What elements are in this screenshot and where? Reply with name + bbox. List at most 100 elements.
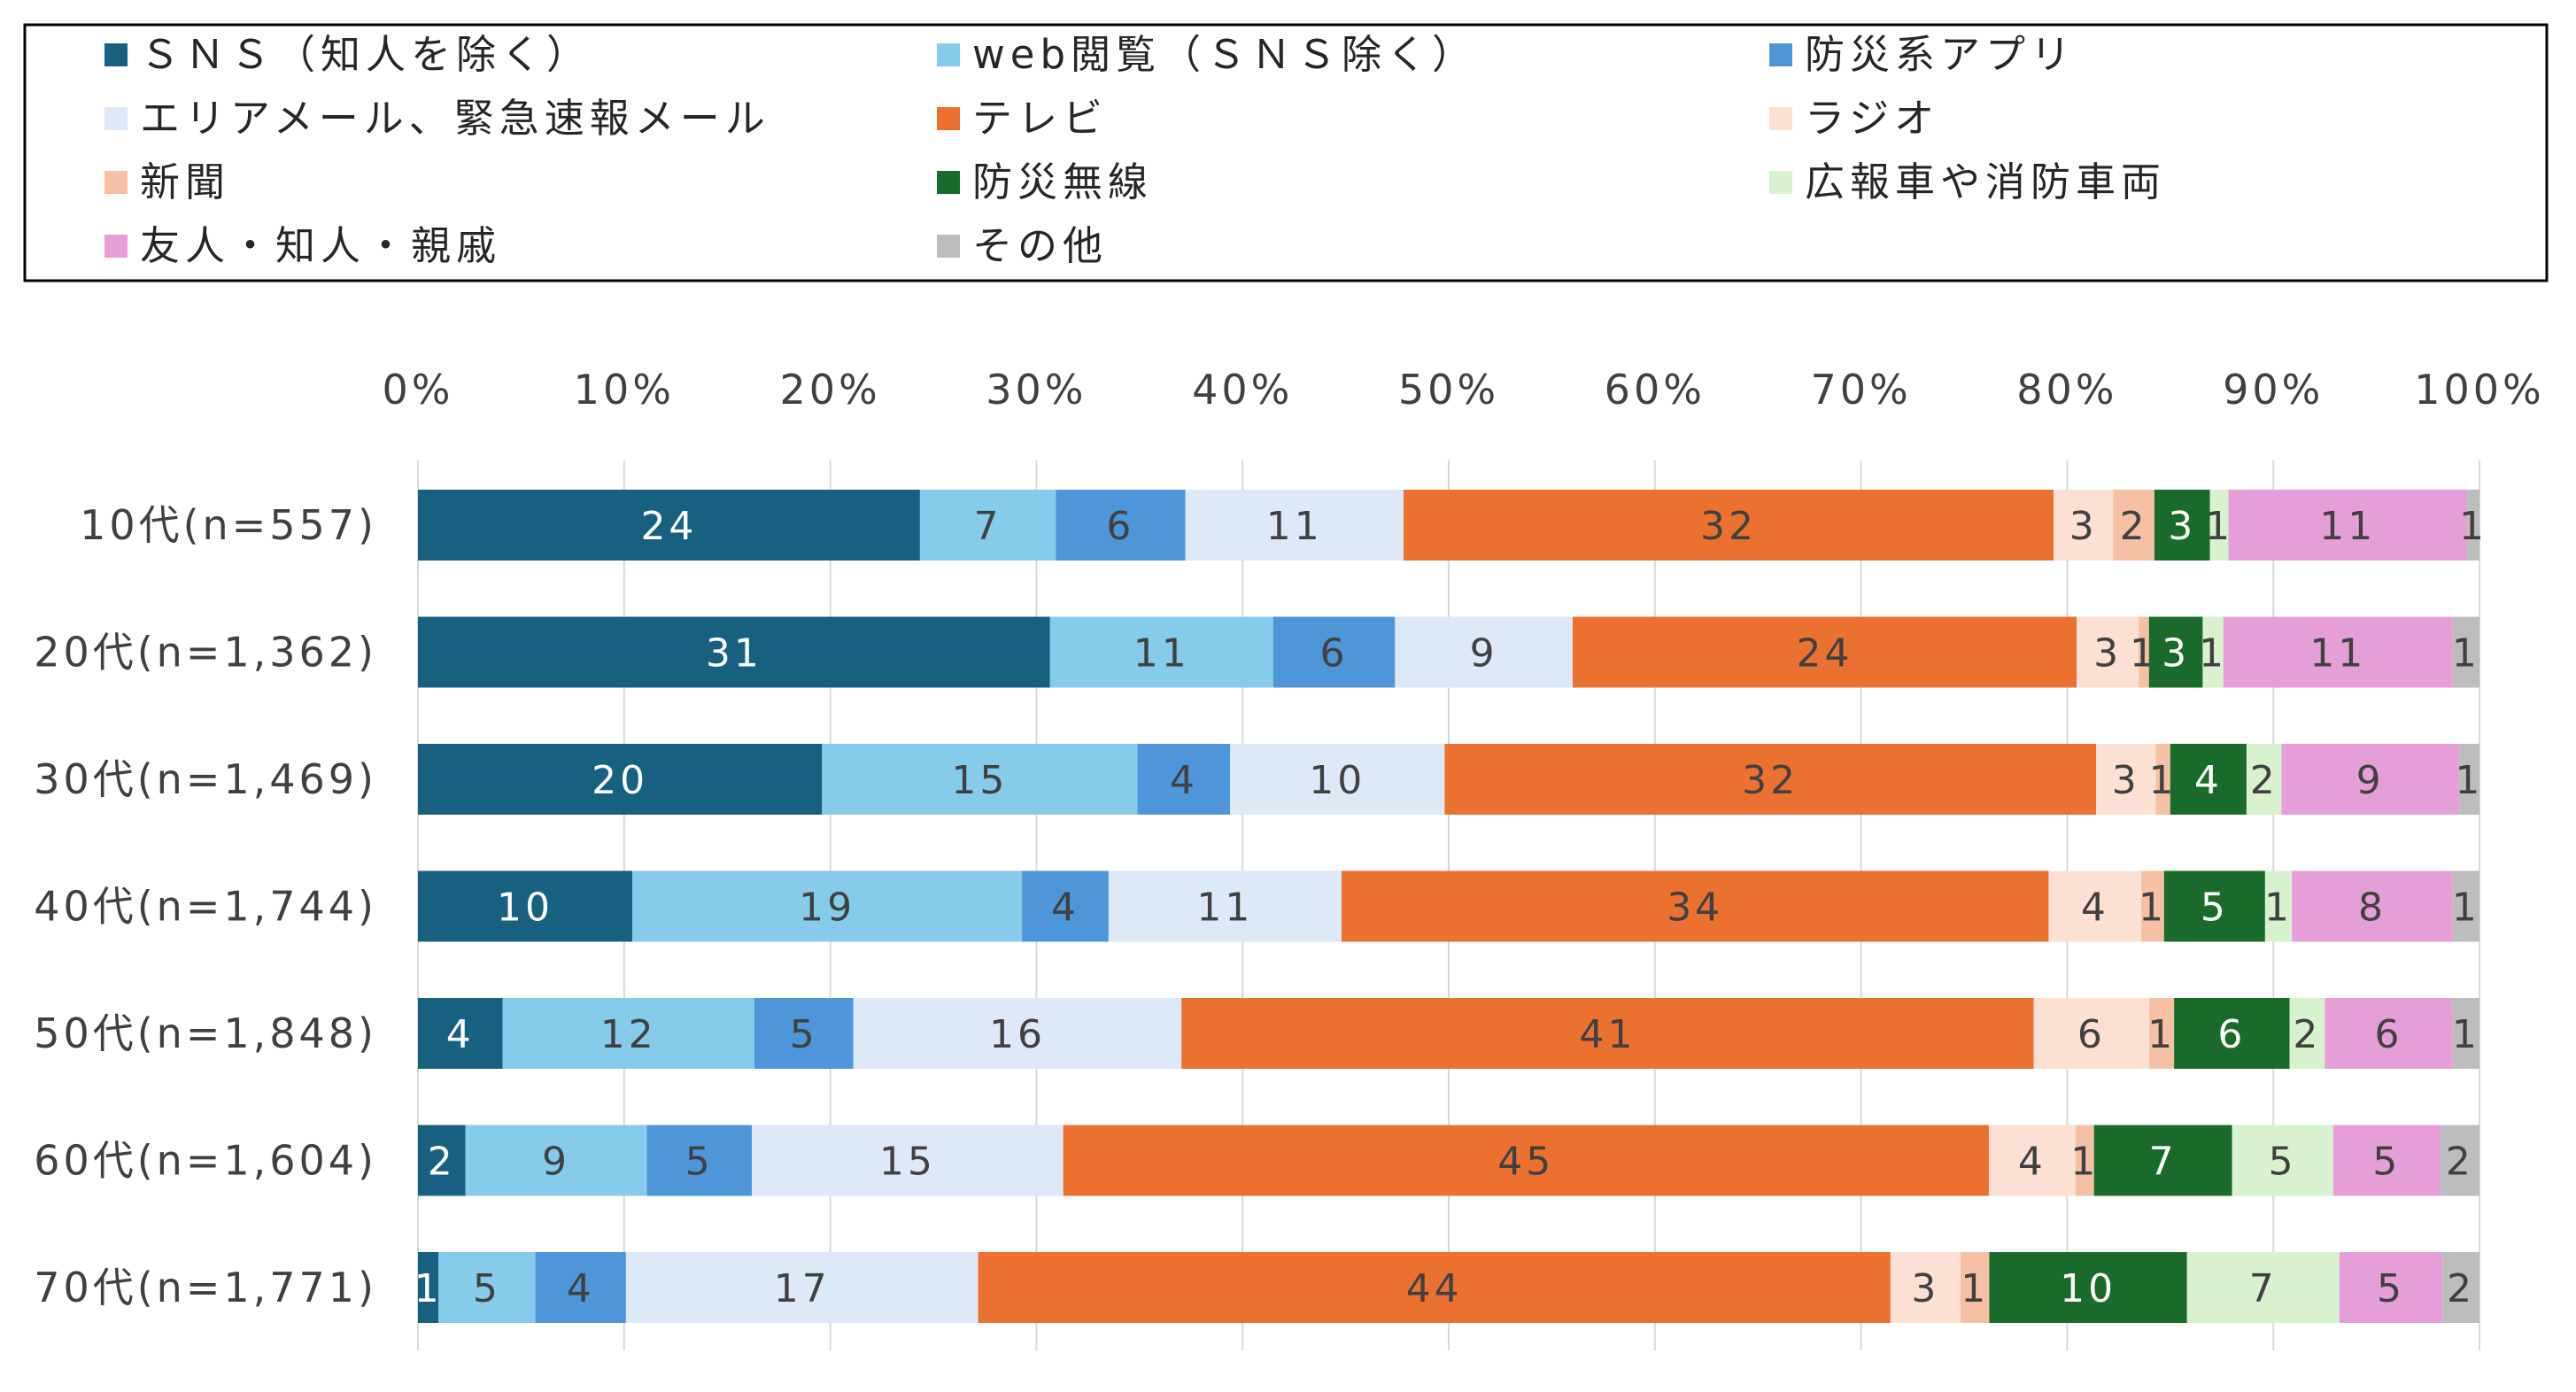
bar-data-label: 11: [2309, 631, 2366, 677]
bar-data-label: 2: [2120, 504, 2148, 549]
bar-segment: [2113, 490, 2154, 561]
bar-segment: [1022, 870, 1109, 942]
bar-data-label: 11: [2319, 504, 2376, 549]
bar-segment: [418, 616, 1050, 688]
bar-data-label: 1: [2070, 1140, 2099, 1185]
bar-data-label: 7: [2149, 1140, 2178, 1185]
bar-segment: [2170, 744, 2247, 815]
category-label: 70代(n=1,771): [34, 1264, 377, 1311]
legend-swatch: [1769, 107, 1792, 130]
bar-segment: [2281, 744, 2459, 815]
bar-segment: [2467, 490, 2479, 561]
bar-row: 4 12 5 16 41 6 1 6 2 6 1: [418, 998, 2479, 1069]
bar-data-label: 4: [446, 1012, 475, 1057]
bar-data-label: 24: [640, 504, 697, 549]
bar-data-label: 3: [1911, 1266, 1939, 1311]
bar-data-label: 1: [2199, 631, 2227, 677]
bar-segment: [2174, 998, 2290, 1069]
bar-segment: [1403, 490, 2054, 561]
bar-segment: [2325, 998, 2453, 1069]
bar-data-label: 11: [1266, 504, 1323, 549]
bar-row: 2 9 5 15 45 4 1 7 5 5 2: [418, 1125, 2479, 1196]
bar-data-label: 6: [1106, 504, 1134, 549]
bar-data-label: 1: [2139, 885, 2167, 931]
bar-data-label: 10: [497, 885, 553, 931]
bar-segment: [1572, 616, 2077, 688]
bar-segment: [632, 870, 1023, 942]
bar-segment: [2186, 1252, 2340, 1323]
bar-row: 24 7 6 11 32 3 2 3 1 11 1: [418, 490, 2484, 561]
category-label: 40代(n=1,744): [34, 883, 377, 931]
legend-swatch: [104, 235, 128, 258]
bar-data-label: 5: [790, 1012, 818, 1057]
bar-segment: [2452, 998, 2479, 1069]
bar-segment: [1063, 1125, 1989, 1196]
bar-segment: [2054, 490, 2114, 561]
x-tick-label: 40%: [1192, 366, 1293, 414]
bar-data-label: 24: [1797, 631, 1853, 677]
bar-data-label: 3: [2069, 504, 2098, 549]
bar-segment: [418, 1125, 466, 1196]
bar-data-label: 4: [1170, 758, 1198, 803]
legend-swatch: [104, 107, 128, 130]
bar-segment: [754, 998, 854, 1069]
x-tick-label: 80%: [2016, 366, 2117, 414]
legend-swatch: [104, 171, 128, 194]
bar-segment: [2202, 616, 2224, 688]
x-tick-label: 30%: [986, 366, 1087, 414]
bar-segment: [2048, 870, 2142, 942]
bar-data-label: 9: [1470, 631, 1498, 677]
bar-row: 20 15 4 10 32 3 1 4 2 9 1: [418, 744, 2479, 815]
bar-data-label: 19: [799, 885, 855, 931]
bar-data-label: 4: [2194, 758, 2223, 803]
bar-data-label: 31: [706, 631, 762, 677]
bar-segment: [2139, 616, 2149, 688]
legend-label: テレビ: [972, 95, 1108, 142]
legend-label: web閲覧（ＳＮＳ除く）: [972, 31, 1477, 78]
bar-data-label: 15: [879, 1140, 936, 1185]
bar-data-label: 34: [1667, 885, 1723, 931]
bar-segment: [2077, 616, 2139, 688]
bar-data-label: 11: [1196, 885, 1253, 931]
bar-segment: [1108, 870, 1342, 942]
bar-data-label: 5: [685, 1140, 714, 1185]
bar-data-label: 1: [2205, 504, 2233, 549]
legend-box: [23, 23, 2549, 282]
bar-segment: [2228, 490, 2468, 561]
bar-data-label: 20: [592, 758, 648, 803]
bar-segment: [2141, 870, 2164, 942]
bar-data-label: 4: [2018, 1140, 2046, 1185]
bar-segment: [2033, 998, 2150, 1069]
bar-segment: [2232, 1125, 2333, 1196]
bar-data-label: 2: [2250, 758, 2278, 803]
bar-segment: [1444, 744, 2096, 815]
bar-segment: [2339, 1252, 2443, 1323]
bar-data-label: 15: [951, 758, 1008, 803]
bar-segment: [2093, 1125, 2232, 1196]
bar-data-label: 9: [542, 1140, 570, 1185]
bar-data-label: 5: [473, 1266, 501, 1311]
bar-segment: [625, 1252, 979, 1323]
bar-data-label: 11: [1133, 631, 1190, 677]
bar-data-label: 3: [2112, 758, 2140, 803]
bar-segment: [2264, 870, 2293, 942]
bar-segment: [2442, 1252, 2479, 1323]
bar-segment: [1230, 744, 1445, 815]
bar-segment: [2458, 744, 2479, 815]
bar-segment: [2289, 998, 2325, 1069]
bar-segment: [752, 1125, 1064, 1196]
bar-segment: [2209, 490, 2229, 561]
x-tick-label: 60%: [1605, 366, 1706, 414]
bar-data-label: 1: [2149, 758, 2178, 803]
bar-segment: [1341, 870, 2049, 942]
legend-swatch: [937, 43, 960, 66]
bar-segment: [418, 1252, 439, 1323]
category-label: 30代(n=1,469): [34, 755, 377, 803]
bar-data-label: 1: [414, 1266, 443, 1311]
bar-segment: [535, 1252, 626, 1323]
x-tick-label: 70%: [1810, 366, 1911, 414]
category-label: 50代(n=1,848): [34, 1009, 377, 1057]
x-tick-label: 50%: [1398, 366, 1499, 414]
bar-segment: [2148, 616, 2203, 688]
